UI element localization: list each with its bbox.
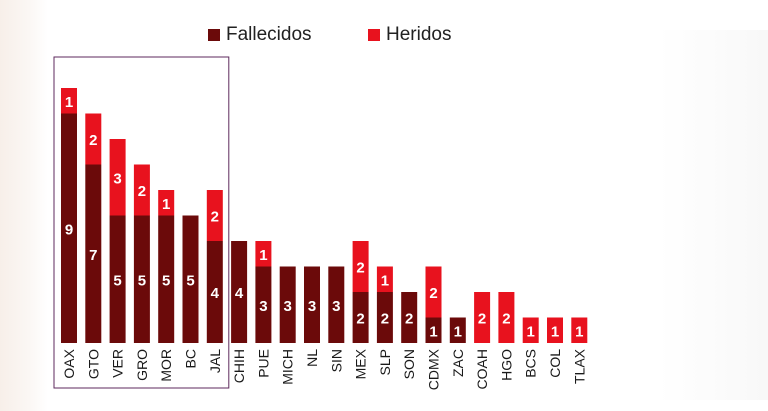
legend-swatch-heridos — [368, 29, 380, 41]
tick-label-hgo: HGO — [498, 349, 514, 381]
data-label-heridos-cdmx: 2 — [429, 285, 437, 302]
data-label-heridos-tlax: 1 — [575, 323, 583, 340]
legend-heridos: Heridos — [368, 24, 451, 46]
background-decoration-left — [0, 0, 48, 411]
bar-heridos-mor — [158, 190, 175, 216]
tick-label-coah: COAH — [474, 349, 490, 389]
bar-heridos-coah — [474, 292, 491, 343]
bar-fallecidos-zac — [449, 317, 466, 343]
bar-fallecidos-gro — [133, 215, 150, 343]
data-label-heridos-mex: 2 — [356, 260, 364, 277]
bar-heridos-gro — [133, 164, 150, 216]
data-label-fallecidos-mor: 5 — [162, 272, 170, 289]
bar-fallecidos-oax — [61, 113, 77, 343]
data-label-heridos-hgo: 2 — [502, 311, 510, 328]
bar-fallecidos-mex — [352, 292, 369, 343]
data-label-fallecidos-mich: 3 — [284, 298, 292, 315]
bar-fallecidos-slp — [376, 292, 393, 343]
tick-label-ver: VER — [110, 349, 126, 378]
tick-label-mor: MOR — [158, 349, 174, 382]
data-label-heridos-mor: 1 — [162, 196, 170, 213]
tick-label-col: COL — [547, 349, 563, 378]
bar-fallecidos-bc — [182, 215, 199, 343]
data-label-heridos-coah: 2 — [478, 311, 486, 328]
data-label-fallecidos-ver: 5 — [113, 272, 121, 289]
data-label-fallecidos-nl: 3 — [308, 298, 316, 315]
tick-label-gto: GTO — [85, 349, 101, 379]
bar-fallecidos-gto — [85, 164, 102, 343]
legend-label-fallecidos: Fallecidos — [226, 24, 312, 45]
data-label-fallecidos-son: 2 — [405, 311, 413, 328]
tick-label-cdmx: CDMX — [426, 348, 442, 390]
legend-fallecidos: Fallecidos — [208, 24, 312, 46]
tick-label-slp: SLP — [377, 349, 393, 375]
data-label-fallecidos-chih: 4 — [235, 285, 244, 302]
bar-fallecidos-pue — [255, 266, 272, 343]
tick-label-sin: SIN — [328, 349, 344, 372]
data-label-fallecidos-zac: 1 — [454, 323, 462, 340]
data-label-heridos-gto: 2 — [89, 132, 97, 149]
bar-heridos-jal — [206, 190, 223, 241]
bar-heridos-cdmx — [425, 266, 442, 318]
tick-label-jal: JAL — [207, 349, 223, 373]
bar-heridos-oax — [61, 88, 77, 114]
bar-fallecidos-ver — [109, 215, 126, 343]
data-label-heridos-slp: 1 — [381, 272, 389, 289]
tick-label-chih: CHIH — [231, 349, 247, 383]
bar-fallecidos-nl — [304, 266, 320, 343]
tick-label-gro: GRO — [134, 349, 150, 381]
data-label-heridos-pue: 1 — [259, 247, 267, 264]
tick-label-oax: OAX — [61, 348, 77, 378]
tick-label-bc: BC — [183, 349, 199, 368]
data-label-heridos-bcs: 1 — [527, 323, 535, 340]
bar-fallecidos-son — [401, 292, 418, 343]
data-label-fallecidos-oax: 9 — [65, 221, 73, 238]
tick-label-mich: MICH — [280, 349, 296, 385]
data-label-heridos-col: 1 — [551, 323, 559, 340]
bar-fallecidos-mich — [279, 266, 296, 343]
tick-label-son: SON — [401, 349, 417, 379]
data-label-fallecidos-gro: 5 — [138, 272, 146, 289]
bar-fallecidos-chih — [231, 241, 248, 343]
data-label-fallecidos-pue: 3 — [259, 298, 267, 315]
bar-heridos-ver — [109, 139, 126, 216]
background-decoration-right — [658, 30, 768, 400]
data-label-fallecidos-jal: 4 — [211, 285, 220, 302]
bar-heridos-hgo — [498, 292, 515, 343]
data-label-fallecidos-bc: 5 — [186, 272, 194, 289]
data-label-heridos-jal: 2 — [211, 209, 219, 226]
legend-swatch-fallecidos — [208, 29, 220, 41]
bar-heridos-bcs — [522, 317, 539, 343]
data-label-fallecidos-sin: 3 — [332, 298, 340, 315]
tick-label-pue: PUE — [255, 349, 271, 378]
data-label-fallecidos-mex: 2 — [356, 311, 364, 328]
tick-label-tlax: TLAX — [571, 348, 587, 384]
data-label-fallecidos-slp: 2 — [381, 311, 389, 328]
legend-label-heridos: Heridos — [386, 24, 452, 45]
tick-label-bcs: BCS — [523, 349, 539, 378]
bar-heridos-slp — [376, 266, 393, 292]
bar-heridos-mex — [352, 241, 369, 292]
data-label-fallecidos-gto: 7 — [89, 247, 97, 264]
bar-heridos-gto — [85, 113, 102, 165]
bar-heridos-pue — [255, 241, 272, 267]
bar-heridos-tlax — [571, 317, 588, 343]
highlight-box — [53, 56, 230, 389]
tick-label-mex: MEX — [353, 348, 369, 379]
data-label-fallecidos-cdmx: 1 — [429, 323, 437, 340]
bar-fallecidos-sin — [328, 266, 345, 343]
data-label-heridos-gro: 2 — [138, 183, 146, 200]
bar-fallecidos-jal — [206, 241, 223, 343]
data-label-heridos-ver: 3 — [113, 170, 121, 187]
tick-label-nl: NL — [304, 349, 320, 367]
bar-fallecidos-cdmx — [425, 317, 442, 343]
bar-heridos-col — [547, 317, 563, 343]
data-label-heridos-oax: 1 — [65, 94, 73, 111]
bar-fallecidos-mor — [158, 215, 175, 343]
tick-label-zac: ZAC — [450, 349, 466, 377]
